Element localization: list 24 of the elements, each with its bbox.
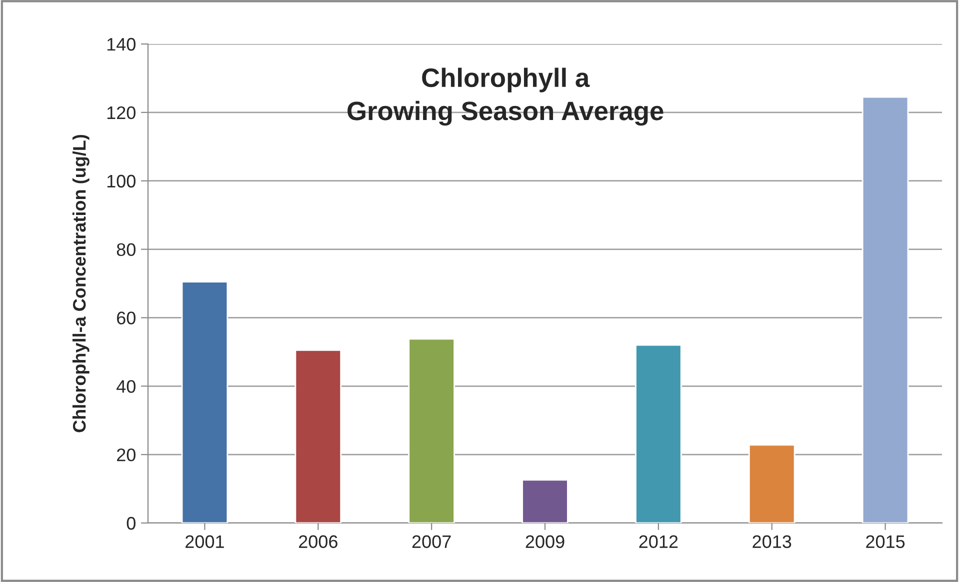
y-tick-label: 60 — [117, 312, 136, 324]
bar — [181, 281, 228, 523]
x-tick-label: 2013 — [752, 535, 792, 548]
x-tick-label: 2006 — [298, 535, 338, 548]
x-tick-label: 2015 — [866, 535, 905, 548]
x-tick-label: 2007 — [412, 535, 451, 548]
x-tick-label: 2001 — [186, 535, 224, 548]
bar — [408, 338, 455, 523]
bar — [748, 444, 796, 523]
text: Chlorophyll a Growing Season Average — [348, 68, 664, 126]
y-tick-label: 80 — [116, 243, 136, 256]
y-tick-label: 0 — [126, 516, 136, 530]
x-tick-label: 2009 — [526, 535, 564, 548]
x-tick-label: 2012 — [639, 535, 678, 548]
bar — [294, 350, 342, 523]
bar — [862, 96, 909, 523]
y-axis-title: Chlorophyll-a Concentration (ug/L) — [72, 134, 90, 432]
y-tick-label: 100 — [107, 174, 136, 188]
bar — [635, 344, 682, 523]
bar — [522, 479, 568, 523]
y-tick-label: 120 — [107, 106, 136, 120]
y-tick-label: 20 — [117, 448, 136, 462]
y-tick-label: 140 — [107, 38, 136, 51]
y-tick-label: 40 — [116, 380, 136, 393]
